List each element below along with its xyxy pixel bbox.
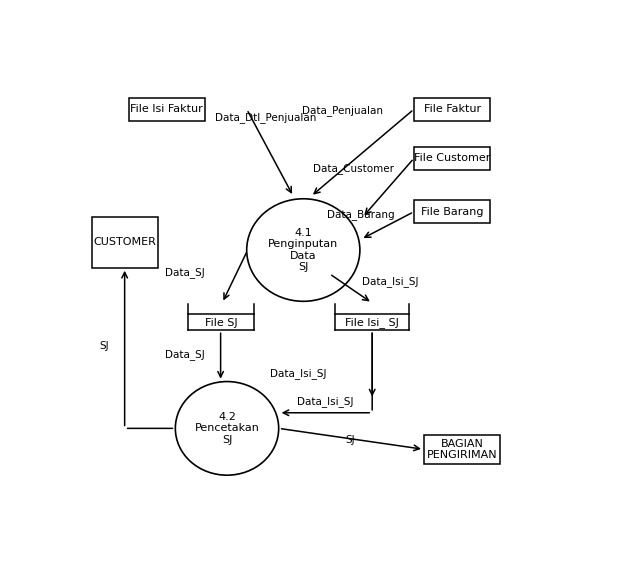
Text: Data_SJ: Data_SJ	[165, 349, 205, 360]
Text: File Isi_ SJ: File Isi_ SJ	[345, 317, 399, 328]
Bar	[414, 200, 490, 223]
Bar	[91, 217, 158, 268]
Text: Data_Isi_SJ: Data_Isi_SJ	[270, 368, 326, 379]
Text: File Faktur: File Faktur	[424, 104, 481, 114]
Text: 4.2
Pencetakan
SJ: 4.2 Pencetakan SJ	[194, 412, 260, 445]
Text: Data_Isi_SJ: Data_Isi_SJ	[297, 395, 354, 406]
Text: Data_Customer: Data_Customer	[313, 163, 394, 174]
Text: Data_Penjualan: Data_Penjualan	[302, 105, 383, 116]
Text: File SJ: File SJ	[204, 318, 237, 328]
Text: Data_Isi_SJ: Data_Isi_SJ	[363, 276, 419, 287]
Bar	[414, 98, 490, 121]
Text: Data_Barang: Data_Barang	[327, 209, 394, 219]
Bar	[128, 98, 205, 121]
Text: CUSTOMER: CUSTOMER	[93, 237, 156, 247]
Bar	[414, 146, 490, 170]
Bar	[424, 435, 500, 464]
Text: Data_SJ: Data_SJ	[165, 267, 205, 278]
Text: File Isi Faktur: File Isi Faktur	[130, 104, 203, 114]
Text: File Barang: File Barang	[421, 207, 483, 217]
Text: BAGIAN
PENGIRIMAN: BAGIAN PENGIRIMAN	[427, 439, 497, 460]
Text: Data_Dtl_Penjualan: Data_Dtl_Penjualan	[215, 112, 316, 123]
Text: SJ: SJ	[99, 341, 109, 351]
Text: SJ: SJ	[345, 435, 355, 445]
Text: 4.1
Penginputan
Data
SJ: 4.1 Penginputan Data SJ	[268, 228, 338, 273]
Text: File Customer: File Customer	[414, 153, 490, 163]
